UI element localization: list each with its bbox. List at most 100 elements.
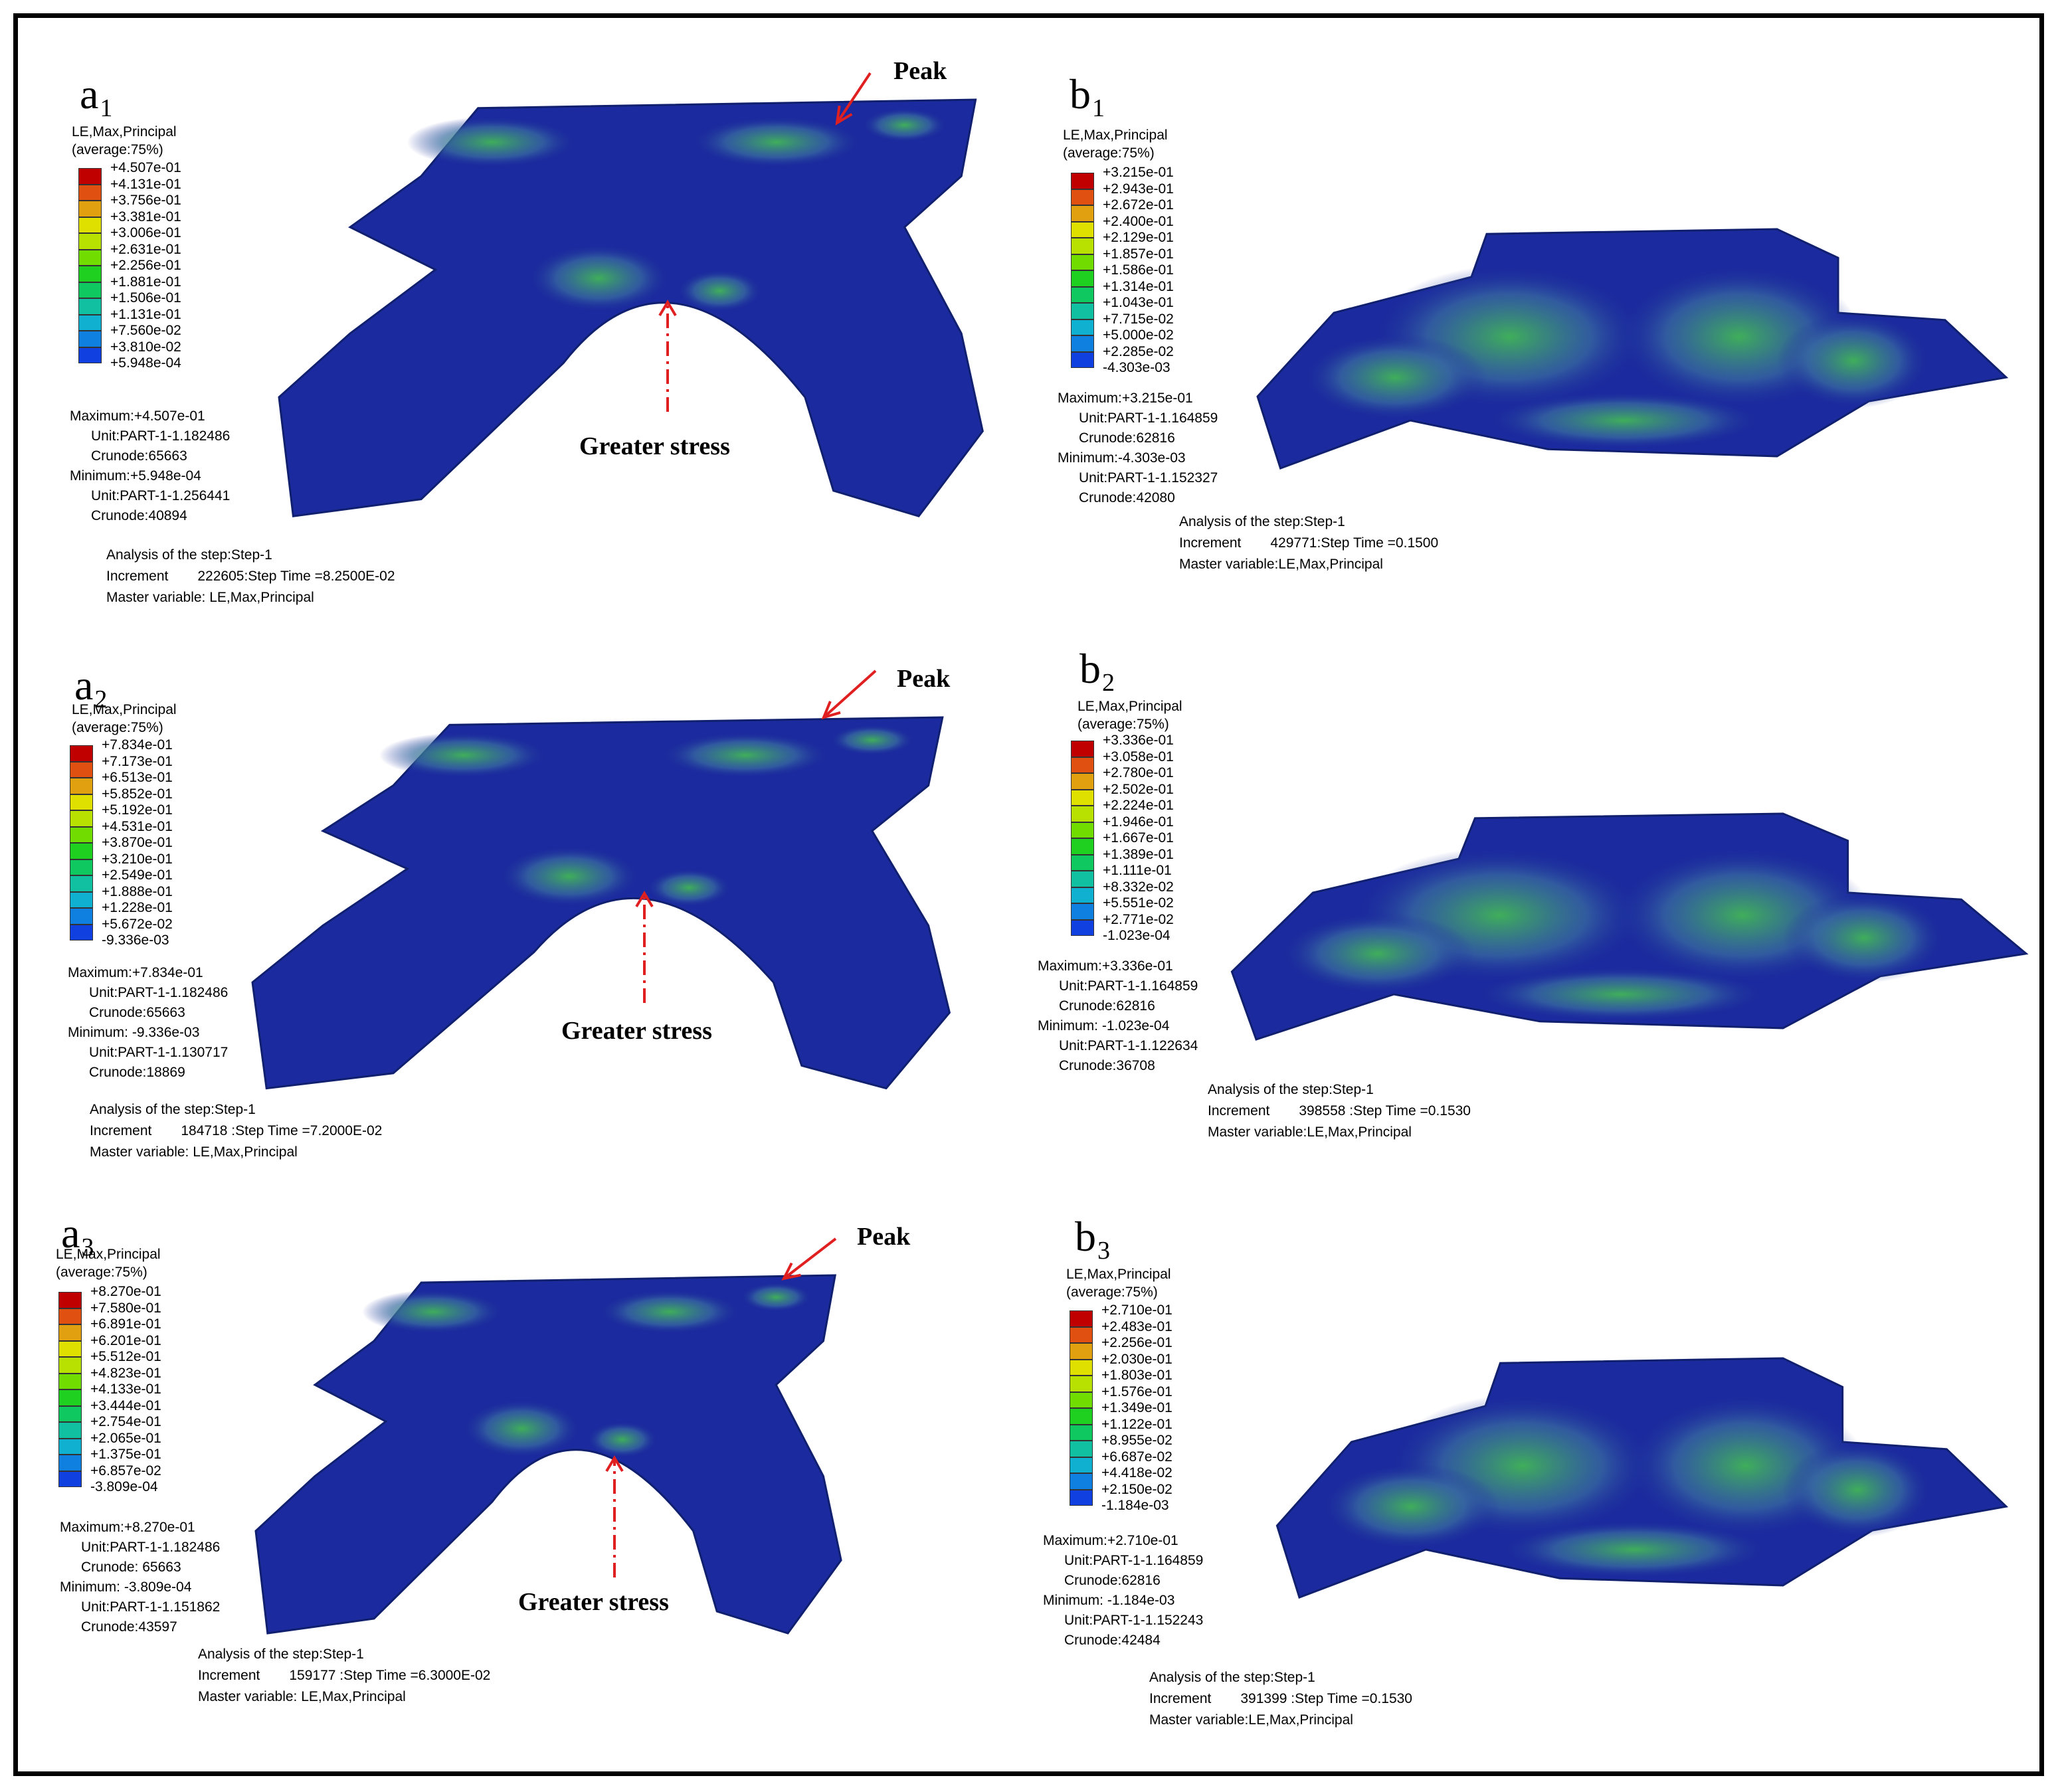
minimum-crunode: Crunode:36708 [1059,1058,1155,1073]
legend-value: +1.314e-01 [1103,278,1174,294]
peak-label: Peak [857,1223,911,1251]
legend-swatch [58,1405,82,1422]
maximum-crunode: Crunode:62816 [1079,430,1175,446]
fem-model-a2 [251,716,951,1090]
step-line: Analysis of the step:Step-1 [90,1102,256,1117]
increment-label: Increment [1149,1691,1212,1706]
strain-hotspot [1280,913,1475,994]
legend-value: +4.131e-01 [110,176,181,192]
legend-swatch [1071,789,1094,806]
strain-hotspot [1303,334,1487,420]
legend-title: LE,Max,Principal (average:75%) [56,1245,161,1281]
legend-swatch [1071,238,1094,254]
maximum-value: Maximum:+2.710e-01 [1043,1533,1178,1548]
strain-hotspot [379,732,549,778]
legend-swatch [78,298,102,315]
master-variable-line: Master variable:LE,Max,Principal [1179,557,1383,572]
legend-variable: LE,Max,Principal [72,702,177,717]
legend-swatch [78,266,102,282]
legend-value: +2.754e-01 [90,1414,161,1429]
legend-value: +2.224e-01 [1103,798,1174,813]
legend-value: +1.389e-01 [1103,846,1174,862]
peak-label: Peak [897,665,951,693]
legend-value: +3.810e-02 [110,339,181,355]
legend-value: +8.332e-02 [1103,879,1174,895]
increment-label: Increment [1179,535,1242,551]
legend-swatch [1071,254,1094,270]
legend-swatch [1071,822,1094,838]
legend-swatch [1071,887,1094,903]
legend-value: +2.780e-01 [1103,765,1174,780]
maximum-unit: Unit:PART-1-1.182486 [91,428,231,444]
legend-value: +1.506e-01 [110,290,181,306]
increment-value: 429771:Step Time =0.1500 [1270,535,1439,551]
greater-stress-label: Greater stress [561,1017,712,1045]
legend-swatch [1071,319,1094,335]
legend-value: +6.687e-02 [1101,1449,1172,1465]
legend-swatch [1071,286,1094,303]
increment-label: Increment [106,569,169,584]
legend-value: +2.030e-01 [1101,1351,1172,1367]
extremes-info: Maximum:+4.507e-01 Unit:PART-1-1.182486 Cr… [70,406,230,526]
legend-value: +2.256e-01 [110,258,181,273]
maximum-crunode: Crunode:62816 [1059,998,1155,1014]
legend-value: +1.111e-01 [1103,863,1172,878]
strain-hotspot [587,1421,658,1458]
legend-swatch [70,875,93,892]
legend-title: LE,Max,Principal (average:75%) [1063,126,1168,162]
legend-swatch [78,217,102,233]
panel-label-number: 3 [81,1233,94,1261]
step-info: Analysis of the step:Step-1 Increment 4297… [1179,511,1438,575]
legend-value: +1.803e-01 [1101,1368,1172,1383]
legend-value: +5.551e-02 [1103,895,1174,911]
strain-hotspot [462,1399,581,1458]
legend-value: +1.349e-01 [1101,1400,1172,1415]
extremes-info: Maximum:+2.710e-01 Unit:PART-1-1.164859 Cr… [1043,1531,1203,1651]
extremes-info: Maximum:+7.834e-01 Unit:PART-1-1.182486 Cr… [68,963,228,1083]
legend-swatch [58,1438,82,1455]
legend-value: +8.955e-02 [1101,1433,1172,1448]
strain-hotspot [691,116,862,168]
legend-averaging: (average:75%) [1066,1285,1158,1300]
minimum-value: Minimum: -1.023e-04 [1038,1018,1170,1033]
strain-hotspot [862,108,947,142]
legend-swatch [1071,919,1094,936]
legend-value: +3.870e-01 [102,835,173,850]
legend-swatch [70,891,93,908]
step-line: Analysis of the step:Step-1 [1149,1670,1315,1685]
panel-label-number: 1 [100,94,113,122]
maximum-value: Maximum:+3.336e-01 [1038,958,1173,974]
greater-stress-label: Greater stress [518,1588,669,1616]
increment-line: Increment 429771:Step Time =0.1500 [1179,533,1438,554]
legend-swatch [58,1455,82,1471]
legend-swatch [1070,1424,1093,1441]
strain-hotspot [527,244,670,312]
legend-swatch [1071,205,1094,222]
legend-swatch [78,233,102,250]
legend-value: +3.381e-01 [110,209,181,224]
maximum-unit: Unit:PART-1-1.164859 [1059,978,1198,994]
legend-swatch [58,1292,82,1308]
panel-label-b3: b3 [1075,1215,1110,1272]
legend-swatch [58,1373,82,1389]
figure-border [13,13,2044,1776]
strain-hotspot [1321,1463,1501,1550]
legend-value: -1.184e-03 [1101,1498,1169,1513]
minimum-unit: Unit:PART-1-1.152243 [1064,1613,1204,1628]
panel-label-b2: b2 [1079,648,1115,704]
legend-swatch [1070,1457,1093,1473]
legend-swatch [70,908,93,925]
minimum-value: Minimum: -1.184e-03 [1043,1593,1175,1608]
legend-value: +7.580e-01 [90,1300,161,1316]
master-variable-line: Master variable: LE,Max,Principal [106,590,314,605]
legend-swatch [78,331,102,347]
increment-line: Increment 391399 :Step Time =0.1530 [1149,1688,1412,1710]
panel-label-letter: a [74,662,94,709]
legend-value: +2.710e-01 [1101,1302,1172,1318]
step-info: Analysis of the step:Step-1 Increment 3985… [1208,1079,1471,1143]
legend-value: +3.336e-01 [1103,733,1174,748]
legend-averaging: (average:75%) [72,720,163,735]
minimum-crunode: Crunode:42484 [1064,1633,1161,1648]
legend-swatch [1070,1310,1093,1327]
legend-value: +1.586e-01 [1103,262,1174,278]
